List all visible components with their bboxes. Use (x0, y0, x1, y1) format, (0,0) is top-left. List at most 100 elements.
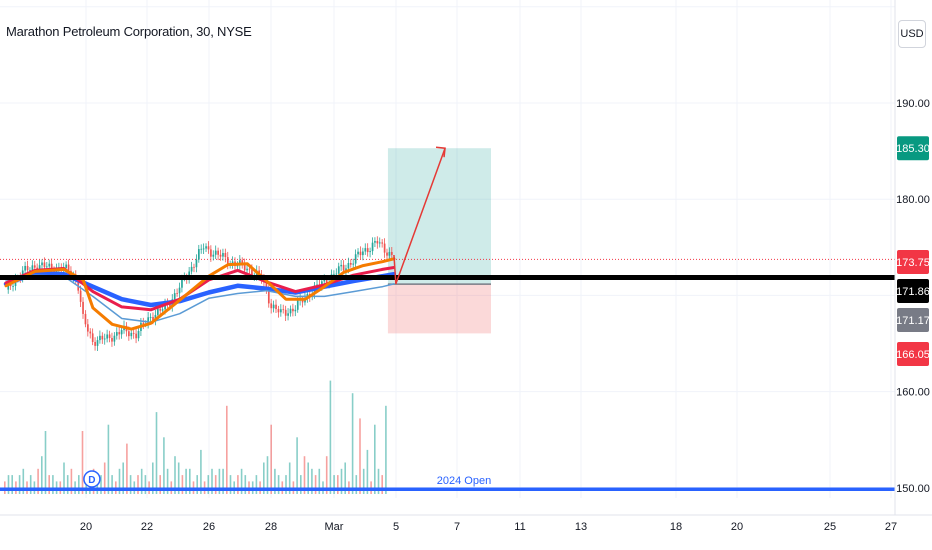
candle-body (325, 279, 328, 285)
volume-bar (196, 475, 198, 494)
volume-bar (211, 468, 213, 494)
price-label: 173.75 (896, 257, 930, 269)
volume-bar (237, 475, 239, 494)
volume-bar (52, 475, 54, 494)
projection-arrow (393, 147, 446, 285)
candle-body (135, 333, 137, 339)
candle-body (280, 309, 282, 313)
candle-body (118, 332, 121, 335)
time-axis-tick: 26 (203, 521, 215, 533)
volume-bar (163, 437, 165, 494)
time-axis-tick: 20 (731, 521, 743, 533)
dividend-marker-label: D (88, 475, 95, 486)
volume-bar (189, 468, 191, 494)
candle-body (265, 282, 268, 291)
candle-body (128, 331, 130, 337)
time-axis-tick: 13 (575, 521, 587, 533)
volume-bar (44, 431, 47, 494)
candle-body (181, 277, 183, 288)
candle-body (224, 253, 227, 258)
candle-body (152, 317, 154, 321)
volume-bar (277, 475, 280, 494)
volume-bar (274, 468, 276, 494)
candle-body (378, 242, 381, 244)
candle-body (383, 243, 386, 253)
candle-body (50, 263, 53, 270)
candle-body (130, 332, 133, 337)
price-axis-tick: 150.00 (896, 483, 930, 495)
candle-body (386, 252, 388, 256)
candle-body (243, 263, 246, 271)
volume-bar (311, 468, 313, 494)
volume-bar (333, 475, 335, 494)
candle-body (210, 249, 212, 257)
dividend-marker-icon (83, 470, 101, 488)
volume-bar (385, 405, 387, 494)
candle-body (246, 268, 248, 271)
projection-arrowhead (435, 146, 446, 158)
candle-body (248, 268, 251, 270)
candle-body (132, 332, 135, 334)
candle-body (12, 286, 14, 287)
volume-bar (314, 475, 317, 494)
volume-bar (155, 412, 158, 494)
candle-body (149, 317, 152, 318)
price-label: 171.17 (896, 315, 930, 327)
price-axis-tick: 180.00 (896, 194, 930, 206)
candle-body (26, 265, 29, 271)
stop-zone (387, 284, 491, 334)
volume-bar (63, 462, 65, 494)
candle-body (178, 287, 181, 294)
candle-body (369, 251, 371, 253)
candle-body (275, 304, 277, 310)
candle-body (236, 265, 239, 267)
candle-body (212, 254, 215, 257)
volume-bar (359, 418, 361, 494)
candle-body (352, 263, 355, 265)
candle-body (335, 273, 338, 275)
volume-bar (144, 475, 147, 494)
volume-bar (118, 468, 121, 494)
candle-body (381, 242, 384, 244)
volume-bar (140, 468, 143, 494)
candle-body (345, 268, 347, 271)
volume-bar (355, 475, 358, 494)
year-open-label: 2024 Open (437, 475, 491, 487)
time-axis-tick: 20 (80, 521, 92, 533)
time-axis-tick: Mar (325, 521, 344, 533)
volume-bar (18, 475, 21, 494)
volume-bar (329, 380, 332, 494)
volume-bar (266, 456, 269, 494)
candle-body (251, 269, 253, 277)
volume-bar (177, 462, 180, 494)
volume-bar (222, 468, 224, 494)
price-label: 166.05 (896, 349, 930, 361)
currency-button[interactable]: USD (898, 20, 926, 48)
candle-body (316, 284, 318, 286)
volume-bar (377, 468, 380, 494)
candle-body (289, 308, 292, 314)
price-label: 185.30 (896, 143, 930, 155)
candle-body (67, 264, 70, 271)
candle-body (38, 265, 41, 272)
volume-bar (126, 443, 128, 494)
price-label-box (897, 250, 929, 274)
target-zone (387, 148, 491, 285)
time-axis-tick: 28 (265, 521, 277, 533)
candle-body (359, 251, 362, 256)
volume-bar (7, 475, 10, 494)
candle-body (120, 330, 123, 335)
volume-bar (103, 462, 106, 494)
candle-body (354, 254, 357, 264)
candle-body (294, 309, 297, 312)
volume-bar (181, 475, 184, 494)
volume-bar (244, 475, 247, 494)
volume-bar (37, 468, 39, 494)
volume-bar (240, 468, 243, 494)
volume-bar (285, 475, 287, 494)
candle-body (284, 309, 287, 316)
candle-body (214, 250, 217, 255)
candle-body (91, 333, 94, 342)
candle-body (159, 308, 162, 311)
